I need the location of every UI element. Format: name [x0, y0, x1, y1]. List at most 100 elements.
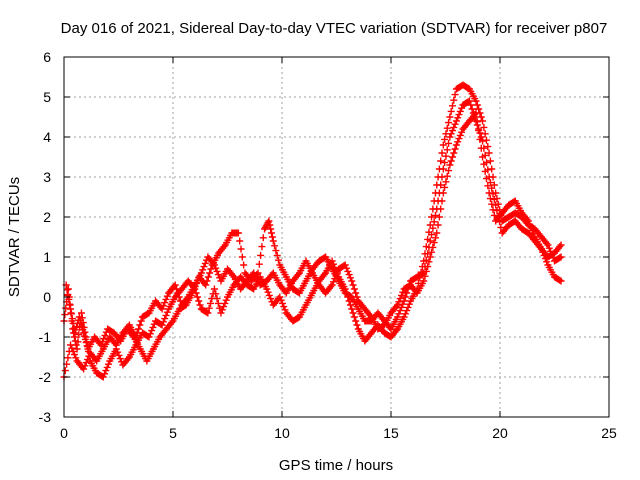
x-tick-label: 10 — [274, 425, 290, 441]
y-tick-label: 1 — [43, 249, 51, 265]
data-point — [467, 101, 475, 109]
data-point — [265, 217, 273, 225]
data-point — [472, 97, 480, 105]
data-point — [439, 189, 447, 197]
data-point — [438, 173, 446, 181]
data-point — [345, 271, 353, 279]
data-point — [400, 297, 408, 305]
data-point — [350, 285, 358, 293]
data-point — [124, 355, 132, 363]
data-point — [352, 289, 360, 297]
data-point — [395, 310, 403, 318]
data-point — [240, 261, 248, 269]
data-point — [237, 245, 245, 253]
data-point — [493, 207, 501, 215]
data-point — [488, 184, 496, 192]
data-point — [468, 105, 476, 113]
data-point — [451, 145, 459, 153]
data-point — [348, 305, 356, 313]
data-point — [431, 234, 439, 242]
data-point — [400, 313, 408, 321]
data-point — [163, 292, 171, 300]
data-point — [424, 263, 432, 271]
data-point — [259, 234, 267, 242]
data-point — [67, 305, 75, 313]
data-point — [257, 251, 265, 259]
data-point — [101, 370, 109, 378]
data-point — [220, 303, 228, 311]
data-point — [490, 195, 498, 203]
data-point — [214, 299, 222, 307]
data-point — [73, 345, 81, 353]
data-point — [70, 351, 78, 359]
data-point — [530, 230, 538, 238]
y-tick-label: 6 — [43, 49, 51, 65]
data-point — [277, 296, 285, 304]
data-point — [437, 181, 445, 189]
x-tick-labels: 0 5 10 15 20 25 — [60, 425, 617, 441]
data-point — [80, 365, 88, 373]
data-point — [212, 290, 220, 298]
y-tick-label: -3 — [39, 409, 52, 425]
data-point — [394, 301, 402, 309]
y-tick-label: 4 — [43, 129, 51, 145]
data-point — [484, 143, 492, 151]
data-point — [77, 309, 85, 317]
data-point — [404, 303, 412, 311]
data-point — [204, 309, 212, 317]
data-point — [159, 318, 167, 326]
data-point — [557, 241, 565, 249]
data-point — [557, 277, 565, 285]
data-point — [488, 165, 496, 173]
data-point — [136, 321, 144, 329]
y-tick-labels: -3 -2 -1 0 1 2 3 4 5 6 — [39, 49, 52, 425]
data-point — [210, 261, 218, 269]
data-point — [200, 263, 208, 271]
data-point — [446, 133, 454, 141]
y-tick-label: 5 — [43, 89, 51, 105]
data-point — [447, 130, 455, 138]
data-point — [443, 172, 451, 180]
data-point — [544, 241, 552, 249]
data-point — [80, 332, 88, 340]
data-point — [352, 317, 360, 325]
y-tick-label: -1 — [39, 329, 52, 345]
data-point — [480, 160, 488, 168]
data-point — [426, 237, 434, 245]
data-point — [477, 113, 485, 121]
data-point — [78, 323, 86, 331]
data-point — [479, 117, 487, 125]
data-point — [133, 329, 141, 337]
data-point — [273, 251, 281, 259]
data-point — [203, 308, 211, 316]
data-point — [477, 144, 485, 152]
data-point — [430, 218, 438, 226]
data-point — [442, 178, 450, 186]
data-point — [341, 261, 349, 269]
data-point — [476, 135, 484, 143]
data-point — [74, 338, 82, 346]
data-point — [79, 326, 87, 334]
data-point — [213, 295, 221, 303]
data-point — [202, 281, 210, 289]
data-point — [451, 91, 459, 99]
data-point — [148, 327, 156, 335]
data-point — [446, 161, 454, 169]
data-point — [209, 259, 217, 267]
data-point — [443, 124, 451, 132]
data-point — [429, 224, 437, 232]
data-point — [438, 197, 446, 205]
data-point — [481, 130, 489, 138]
data-point — [264, 288, 272, 296]
data-point — [450, 123, 458, 131]
data-point — [268, 233, 276, 241]
data-point — [266, 221, 274, 229]
data-point — [486, 157, 494, 165]
data-point — [353, 293, 361, 301]
data-point — [556, 276, 564, 284]
data-point — [526, 220, 534, 228]
data-point — [199, 266, 207, 274]
data-point — [103, 363, 111, 371]
data-point — [443, 146, 451, 154]
data-point — [206, 269, 214, 277]
